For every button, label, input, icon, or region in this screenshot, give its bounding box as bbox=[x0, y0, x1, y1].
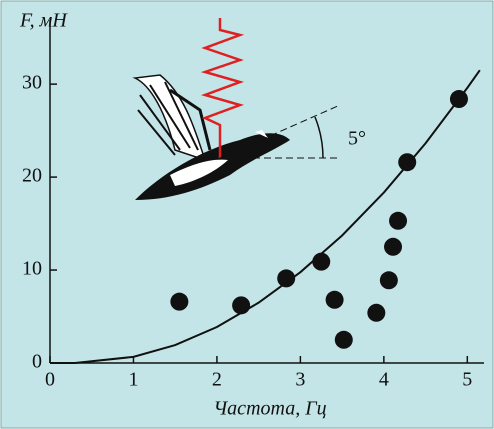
data-point bbox=[379, 271, 398, 290]
x-tick-label: 0 bbox=[45, 369, 55, 391]
y-tick-label: 20 bbox=[22, 165, 42, 187]
annotation: 5° bbox=[348, 128, 366, 150]
data-point bbox=[312, 252, 331, 271]
spring bbox=[200, 18, 245, 158]
angle-arc bbox=[314, 116, 324, 159]
y-tick-label: 10 bbox=[22, 258, 42, 280]
data-point bbox=[384, 237, 403, 256]
x-tick-label: 2 bbox=[212, 369, 222, 391]
bird-illustration bbox=[132, 74, 290, 200]
x-tick-label: 1 bbox=[128, 369, 138, 391]
x-tick-label: 5 bbox=[462, 369, 472, 391]
data-point bbox=[334, 330, 353, 349]
data-point bbox=[277, 269, 296, 288]
x-axis-label: Частота, Гц bbox=[213, 398, 326, 420]
y-axis-label: F, мН bbox=[19, 10, 68, 32]
y-tick-label: 0 bbox=[32, 351, 42, 373]
data-point bbox=[389, 211, 408, 230]
fit-curve bbox=[50, 69, 481, 364]
x-tick-label: 4 bbox=[379, 369, 389, 391]
data-point bbox=[398, 153, 417, 172]
data-point bbox=[232, 296, 251, 315]
data-point bbox=[325, 290, 344, 309]
data-point bbox=[367, 303, 386, 322]
x-tick-label: 3 bbox=[295, 369, 305, 391]
y-tick-label: 30 bbox=[22, 72, 42, 94]
data-point bbox=[170, 292, 189, 311]
